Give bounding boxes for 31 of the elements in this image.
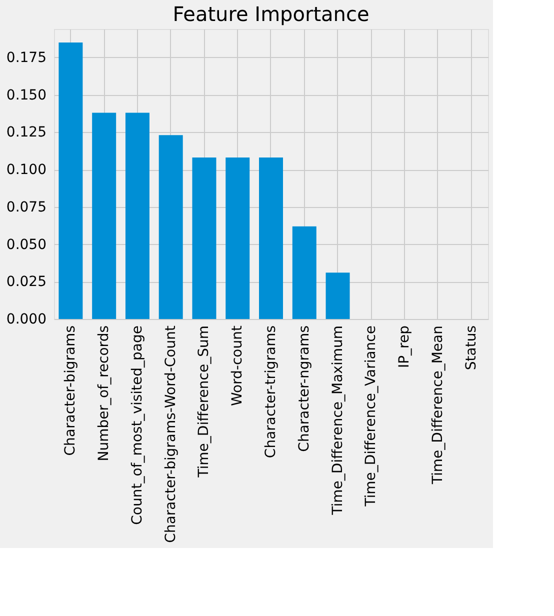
x-tick-label: Word-count — [230, 325, 246, 406]
x-tick-label: Character-bigrams-Word-Count — [162, 325, 179, 543]
x-tick-label: IP_rep — [396, 325, 413, 368]
bar — [192, 158, 216, 319]
y-tick-label: 0.150 — [6, 87, 46, 104]
x-tick-label: Time_Difference_Mean — [430, 326, 446, 486]
bar — [125, 112, 150, 319]
x-tick-label: Time_Difference_Maximum — [330, 326, 346, 516]
bar — [92, 112, 116, 319]
y-tick-label: 0.100 — [6, 162, 46, 178]
y-tick-label: 0.125 — [6, 124, 46, 141]
x-tick-label: Status — [463, 326, 480, 370]
y-tick-label: 0.050 — [6, 236, 46, 253]
bar — [58, 42, 83, 319]
x-tick-label: Number_of_records — [96, 326, 112, 462]
x-tick-label: Character-ngrams — [296, 326, 312, 452]
x-tick-label: Time_Difference_Sum — [196, 326, 212, 478]
bar — [226, 158, 250, 319]
x-tick-label: Count_of_most_visited_page — [129, 326, 146, 525]
bar — [259, 158, 283, 319]
y-tick-label: 0.075 — [6, 199, 46, 216]
chart-title: Feature Importance — [172, 2, 370, 26]
x-tick-label: Time_Difference_Variance — [363, 326, 380, 508]
x-tick-label: Character-bigrams — [62, 326, 79, 456]
bar — [292, 226, 316, 319]
y-tick-label: 0.175 — [6, 50, 46, 66]
x-tick-label: Character-trigrams — [263, 326, 279, 458]
y-tick-label: 0.000 — [6, 312, 46, 328]
bar — [326, 272, 350, 319]
y-tick-label: 0.025 — [6, 274, 46, 290]
bar — [158, 135, 183, 319]
